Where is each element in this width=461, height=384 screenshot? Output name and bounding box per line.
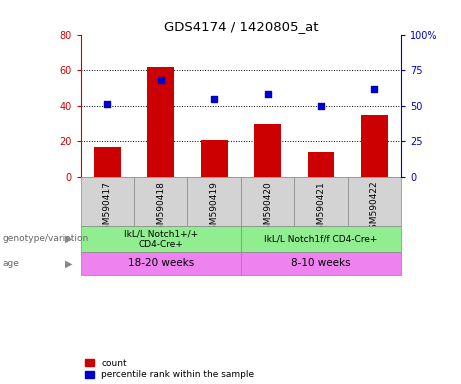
- Bar: [254, 124, 281, 177]
- Bar: [241, 226, 401, 252]
- Text: GSM590422: GSM590422: [370, 181, 379, 235]
- Text: 18-20 weeks: 18-20 weeks: [128, 258, 194, 268]
- Point: [104, 101, 111, 108]
- Text: ▶: ▶: [65, 258, 73, 268]
- Text: age: age: [2, 259, 19, 268]
- Text: GSM590421: GSM590421: [316, 181, 325, 236]
- Point: [317, 103, 325, 109]
- Point: [264, 91, 271, 98]
- Bar: [241, 252, 401, 275]
- Title: GDS4174 / 1420805_at: GDS4174 / 1420805_at: [164, 20, 318, 33]
- Text: GSM590419: GSM590419: [210, 181, 219, 236]
- Bar: [361, 115, 388, 177]
- Text: GSM590417: GSM590417: [103, 181, 112, 236]
- Text: GSM590418: GSM590418: [156, 181, 165, 236]
- Bar: [148, 66, 174, 177]
- Text: ▶: ▶: [65, 234, 73, 244]
- Bar: [188, 177, 241, 226]
- Bar: [81, 226, 241, 252]
- Bar: [81, 177, 134, 226]
- Point: [211, 96, 218, 102]
- Legend: count, percentile rank within the sample: count, percentile rank within the sample: [85, 359, 254, 379]
- Bar: [348, 177, 401, 226]
- Text: genotype/variation: genotype/variation: [2, 235, 89, 243]
- Point: [157, 77, 165, 83]
- Bar: [241, 177, 294, 226]
- Bar: [294, 177, 348, 226]
- Point: [371, 86, 378, 92]
- Text: 8-10 weeks: 8-10 weeks: [291, 258, 351, 268]
- Bar: [81, 252, 241, 275]
- Bar: [134, 177, 188, 226]
- Text: IkL/L Notch1f/f CD4-Cre+: IkL/L Notch1f/f CD4-Cre+: [264, 235, 378, 243]
- Text: GSM590420: GSM590420: [263, 181, 272, 236]
- Text: IkL/L Notch1+/+
CD4-Cre+: IkL/L Notch1+/+ CD4-Cre+: [124, 229, 198, 249]
- Bar: [307, 152, 334, 177]
- Bar: [201, 139, 228, 177]
- Bar: [94, 147, 121, 177]
